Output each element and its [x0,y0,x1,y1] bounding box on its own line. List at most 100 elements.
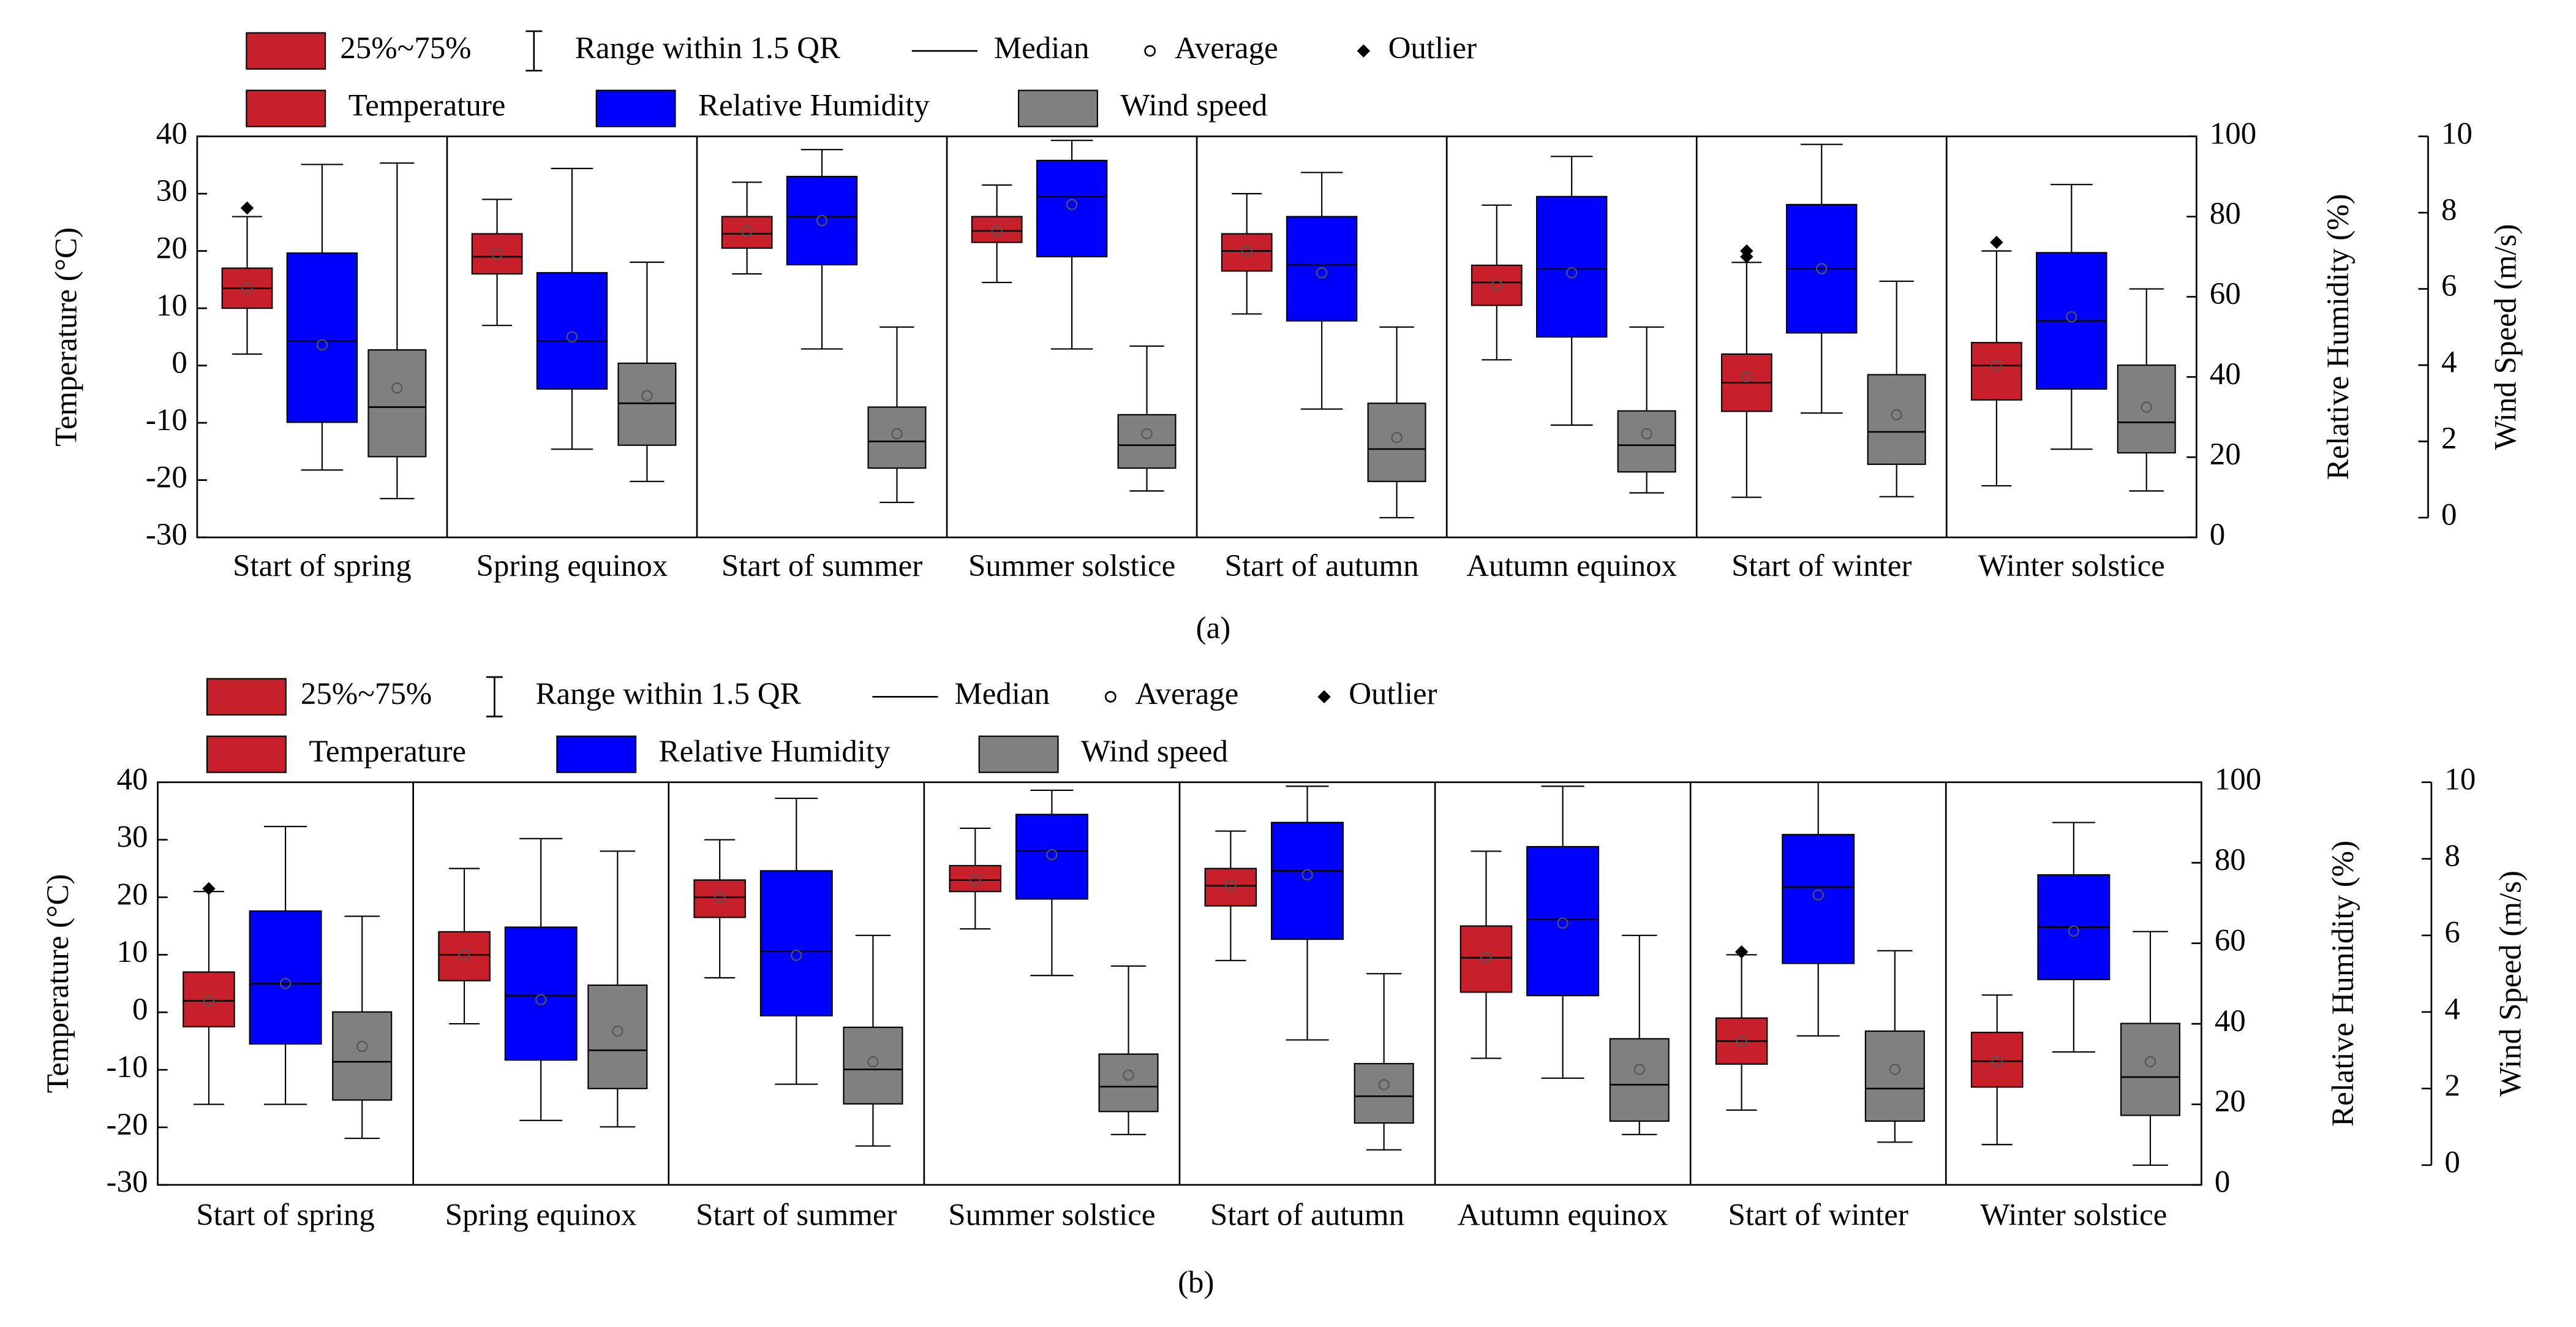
box [949,864,1002,893]
average [1566,267,1578,279]
y-tick-label: 0 [171,346,187,380]
y3-tick-label: 0 [2441,498,2457,532]
y2-axis-title: Relative Humidity (%) [2321,194,2356,480]
legend-average [1104,690,1117,703]
legend-outlier [1317,690,1331,704]
average [1641,428,1652,440]
legend-label: Wind speed [1081,735,1228,769]
average [1991,1056,2003,1067]
legend-whisker [525,30,543,72]
legend-label: Relative Humidity [659,735,891,769]
x-tick-label: Autumn equinox [1458,1198,1668,1232]
y3-tick-label: 6 [2441,269,2457,303]
x-tick-label: Winter solstice [1980,1198,2167,1232]
box [1204,868,1257,907]
average [1378,1079,1390,1091]
x-tick-label: Start of autumn [1225,549,1419,583]
average [203,995,215,1007]
y2-tick-label: 20 [2215,1084,2246,1119]
box [759,870,833,1017]
average [867,1056,879,1068]
y2-tick-label: 80 [2215,843,2246,877]
box [617,362,677,446]
legend-swatch [1018,89,1098,127]
average [1816,263,1828,274]
average [1891,409,1902,421]
average [1066,198,1078,211]
legend-label: Outlier [1349,677,1437,711]
y3-tick-label: 10 [2441,116,2472,151]
box [249,910,322,1045]
box [438,931,491,981]
legend-label: Median [954,677,1050,711]
x-tick-label: Start of winter [1728,1198,1908,1232]
average [316,339,328,351]
average [970,874,981,886]
y3-tick-label: 8 [2444,839,2460,873]
box [332,1011,393,1101]
box [1867,374,1926,465]
box [1286,216,1358,322]
outlier [1990,235,2003,249]
average [1990,360,2003,371]
y-axis-title: Temperature (°C) [41,874,75,1094]
box [286,252,358,423]
y-axis-title: Temperature (°C) [49,227,83,447]
average [535,994,547,1005]
box [721,216,773,249]
average [2068,925,2079,937]
average [1141,428,1153,440]
y-tick-label: 30 [116,820,148,854]
average [1736,1035,1747,1047]
box [1354,1063,1414,1124]
average [612,1025,623,1037]
outlier [240,201,254,215]
box [587,984,648,1089]
x-tick-label: Spring equinox [476,549,668,583]
legend-swatch [595,89,676,127]
box [867,406,927,469]
average [1557,917,1569,929]
legend-label: Average [1135,677,1239,711]
y3-axis-title: Wind Speed (m/s) [2489,224,2523,450]
legend-outlier [1357,44,1371,58]
box [1609,1038,1670,1122]
y2-tick-label: 100 [2215,762,2261,796]
y2-tick-label: 60 [2215,923,2246,958]
legend-label: 25%~75% [301,677,432,711]
y3-tick-label: 2 [2441,422,2457,456]
box [1098,1053,1159,1113]
box [1459,925,1513,993]
panel-label: (b) [1178,1265,1214,1299]
y-tick-label: -30 [146,518,187,552]
y-tick-label: -30 [107,1165,148,1200]
average [566,331,578,343]
y3-axis-title: Wind Speed (m/s) [2494,871,2528,1097]
average [1889,1064,1900,1075]
average [391,382,403,394]
x-tick-label: Start of spring [233,549,412,583]
y-tick-label: -20 [107,1108,148,1142]
y2-tick-label: 60 [2210,277,2241,311]
y-tick-label: -10 [146,403,187,437]
x-tick-label: Start of summer [721,549,922,583]
legend-label: Temperature [309,735,466,769]
box [1864,1030,1925,1122]
y-tick-label: 10 [156,289,187,323]
x-tick-label: Spring equinox [445,1198,637,1232]
y2-tick-label: 20 [2210,437,2241,472]
box [2120,1023,2181,1116]
average [279,978,292,989]
outlier [1740,244,1753,258]
average [1046,849,1058,861]
legend-swatch [978,735,1059,773]
x-tick-label: Summer solstice [968,549,1175,583]
box [1526,845,1600,997]
box [1617,410,1676,473]
box [1117,414,1177,469]
average [991,225,1003,237]
x-tick-label: Summer solstice [948,1198,1155,1232]
legend-swatch [206,678,287,716]
average [2144,1056,2156,1068]
average [1812,889,1824,901]
